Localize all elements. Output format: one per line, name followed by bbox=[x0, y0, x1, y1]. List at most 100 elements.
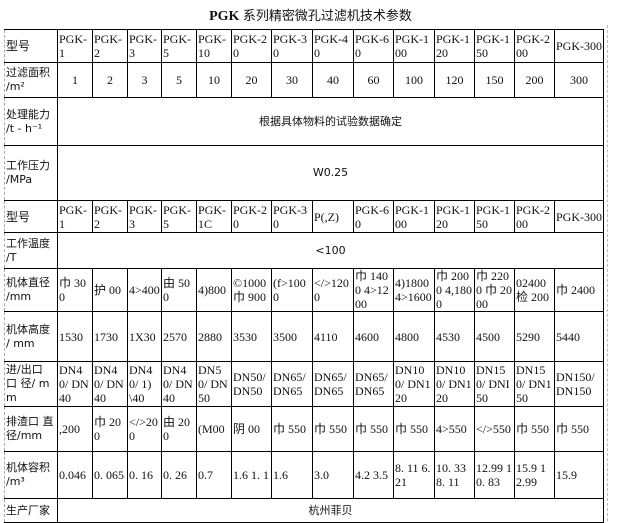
value-cell: DN150/ DN150 bbox=[514, 361, 555, 407]
value-cell: 巾 550 bbox=[514, 406, 555, 452]
value-cell: 巾 1400 4>1200 bbox=[353, 268, 394, 312]
value-cell: DN40/ DN40 bbox=[92, 361, 128, 407]
value-cell: 巾 550 bbox=[554, 406, 604, 452]
title-text: 系列精密微孔过滤机技术参数 bbox=[242, 9, 412, 24]
table-row: 机体容积 /m³ 0.046 0. 065 0. 16 0. 26 0.7 1.6 1. 1… bbox=[4, 451, 604, 499]
row-label: 工作温度 /T bbox=[4, 232, 58, 269]
value-cell: 4800 bbox=[393, 311, 435, 362]
model-cell: PGK-200 bbox=[514, 200, 555, 233]
table-row: 过滤面积 /m² 1 2 3 5 10 20 30 40 60 100 120 150 200 300 bbox=[4, 62, 604, 98]
value-cell: 4600 bbox=[353, 311, 394, 362]
page-margin-line bbox=[607, 25, 608, 521]
value-cell: DN150/ DN150 bbox=[554, 361, 604, 407]
value-cell: DN100/ DN120 bbox=[434, 361, 475, 407]
value-cell: 1 bbox=[57, 62, 93, 98]
model-cell: PGK-150 bbox=[474, 29, 515, 63]
model-cell: PGK-300 bbox=[554, 200, 604, 233]
value-cell: 5290 bbox=[514, 311, 555, 362]
model-cell: PGK-120 bbox=[434, 29, 475, 63]
value-cell: DN40/ 1)\40 bbox=[127, 361, 162, 407]
row-label: 进/出口 口 径/ mm bbox=[4, 361, 58, 407]
table-row: 机体高度 / mm 1530 1730 1X30 2570 2880 3530 3500 411… bbox=[4, 311, 604, 362]
model-cell: PGK-120 bbox=[434, 200, 475, 233]
value-cell: 15.9 bbox=[554, 451, 604, 499]
model-cell: PGK-3 bbox=[127, 29, 162, 63]
model-cell: PGK-1 bbox=[57, 29, 93, 63]
value-cell: 4>550 bbox=[434, 406, 475, 452]
merged-value: W0.25 bbox=[57, 145, 604, 201]
row-label: 工作压力 /MPa bbox=[4, 145, 58, 201]
value-cell: 3500 bbox=[271, 311, 313, 362]
value-cell: 8. 11 6.21 bbox=[393, 451, 435, 499]
table-row: 进/出口 口 径/ mm DN40/ DN40 DN40/ DN40 DN40/ 1)… bbox=[4, 361, 604, 407]
value-cell: 由 200 bbox=[161, 406, 197, 452]
value-cell: 巾 2000 4,1800 bbox=[434, 268, 475, 312]
row-label: 机体高度 / mm bbox=[4, 311, 58, 362]
row-label: 机体直径 /mm bbox=[4, 268, 58, 312]
value-cell: 巾 2400 bbox=[554, 268, 604, 312]
value-cell: ©1000 巾 900 bbox=[231, 268, 272, 312]
value-cell: 3530 bbox=[231, 311, 272, 362]
value-cell: (M00 bbox=[196, 406, 232, 452]
value-cell: 0. 065 bbox=[92, 451, 128, 499]
value-cell: (f>1000 bbox=[271, 268, 313, 312]
value-cell: 2 bbox=[92, 62, 128, 98]
value-cell: 巾 550 bbox=[312, 406, 354, 452]
table-row: 处理能力 /t - h⁻¹ 根据具体物料的试验数据确定 bbox=[4, 97, 604, 146]
table-row: 排渣口 直 径/mm ,200 巾 200 </>200 由 200 (M00 阴 00 巾 … bbox=[4, 406, 604, 452]
value-cell: DN150/ DNI50 bbox=[474, 361, 515, 407]
table-row: 工作温度 /T <100 bbox=[4, 232, 604, 269]
value-cell: </>1200 bbox=[312, 268, 354, 312]
value-cell: DN65/ DN65 bbox=[271, 361, 313, 407]
value-cell: 300 bbox=[554, 62, 604, 98]
value-cell: 1.6 1. 1 bbox=[231, 451, 272, 499]
value-cell: 5440 bbox=[554, 311, 604, 362]
value-cell: DN40/ DN40 bbox=[161, 361, 197, 407]
value-cell: DN40/ DN40 bbox=[57, 361, 93, 407]
value-cell: 1730 bbox=[92, 311, 128, 362]
model-cell: P(,Z) bbox=[312, 200, 354, 233]
value-cell: 10 bbox=[196, 62, 232, 98]
value-cell: 4530 bbox=[434, 311, 475, 362]
merged-value: <100 bbox=[57, 232, 604, 269]
value-cell: DN65/ DN65 bbox=[353, 361, 394, 407]
value-cell: 1X30 bbox=[127, 311, 162, 362]
model-cell: PGK-10 bbox=[196, 29, 232, 63]
value-cell: 0. 16 bbox=[127, 451, 162, 499]
table-row: 机体直径 /mm 巾 300 护 00 4>400 由 500 4)800 ©1000 巾 … bbox=[4, 268, 604, 312]
value-cell: 10. 33 8. 11 bbox=[434, 451, 475, 499]
value-cell: 2880 bbox=[196, 311, 232, 362]
spec-table: 型号 PGK-1 PGK-2 PGK-3 PGK-5 PGK-10 PGK-20 PGK-30… bbox=[4, 29, 604, 523]
model-cell: PGK-150 bbox=[474, 200, 515, 233]
model-cell: PGK-1 bbox=[57, 200, 93, 233]
value-cell: 120 bbox=[434, 62, 475, 98]
value-cell: 3 bbox=[127, 62, 162, 98]
model-cell: PGK-3 bbox=[127, 200, 162, 233]
value-cell: DN50/ DN50 bbox=[231, 361, 272, 407]
merged-value: 杭州菲贝 bbox=[57, 498, 604, 523]
title-prefix: PGK bbox=[209, 9, 240, 24]
table-row: 生产厂家 杭州菲贝 bbox=[4, 498, 604, 523]
value-cell: 30 bbox=[271, 62, 313, 98]
model-cell: PGK-60 bbox=[353, 29, 394, 63]
model-cell: PGK-1C bbox=[196, 200, 232, 233]
value-cell: 12.99 10. 83 bbox=[474, 451, 515, 499]
value-cell: 60 bbox=[353, 62, 394, 98]
header-row: 型号 PGK-1 PGK-2 PGK-3 PGK-5 PGK-1C PGK-20 PGK-30… bbox=[4, 200, 604, 233]
value-cell: 200 bbox=[514, 62, 555, 98]
value-cell: 100 bbox=[393, 62, 435, 98]
model-cell: PGK-100 bbox=[393, 200, 435, 233]
value-cell: 5 bbox=[161, 62, 197, 98]
value-cell: DN50/ DN50 bbox=[196, 361, 232, 407]
row-label: 型号 bbox=[4, 200, 58, 233]
value-cell: 1530 bbox=[57, 311, 93, 362]
value-cell: 1.6 bbox=[271, 451, 313, 499]
value-cell: 0. 26 bbox=[161, 451, 197, 499]
value-cell: </>200 bbox=[127, 406, 162, 452]
value-cell: 4)800 bbox=[196, 268, 232, 312]
model-cell: PGK-100 bbox=[393, 29, 435, 63]
value-cell: DN65/ DN65 bbox=[312, 361, 354, 407]
value-cell: DN100/ DN120 bbox=[393, 361, 435, 407]
value-cell: 150 bbox=[474, 62, 515, 98]
value-cell: 3.0 bbox=[312, 451, 354, 499]
